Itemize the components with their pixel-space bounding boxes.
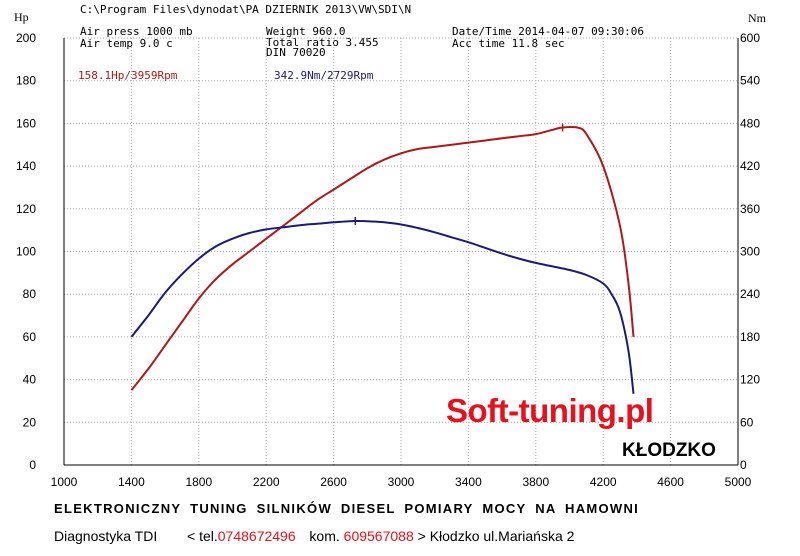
- footer-tel-prefix: < tel.: [187, 528, 218, 544]
- footer-kom-prefix: kom.: [309, 528, 340, 544]
- right-axis-unit: Nm: [748, 11, 766, 25]
- footer-banner: ELEKTRONICZNY TUNING SILNIKÓW DIESEL POM…: [54, 501, 640, 516]
- footer-kom: 609567088: [343, 528, 414, 544]
- y-right-tick-label: 420: [740, 159, 760, 173]
- y-left-tick-label: 40: [23, 373, 37, 387]
- x-tick-label: 3400: [455, 475, 482, 489]
- air-temp: Air temp 9.0 c: [80, 37, 173, 50]
- x-tick-label: 5000: [725, 475, 752, 489]
- y-left-tick-label: 80: [23, 287, 37, 301]
- x-tick-label: 3800: [522, 475, 549, 489]
- x-tick-label: 4200: [590, 475, 617, 489]
- y-left-tick-label: 100: [16, 245, 36, 259]
- y-right-tick-label: 60: [740, 415, 754, 429]
- footer-contact: Diagnostyka TDI < tel.0748672496 kom. 60…: [54, 528, 574, 544]
- y-right-tick-label: 240: [740, 287, 760, 301]
- x-tick-label: 2600: [320, 475, 347, 489]
- power-curve: [130, 126, 635, 391]
- axes: [63, 38, 739, 466]
- left-axis-unit: Hp: [14, 10, 29, 24]
- air-press: Air press 1000 mb: [80, 25, 193, 38]
- city-watermark: KŁODZKO: [622, 440, 716, 461]
- y-right-tick-label: 360: [740, 202, 760, 216]
- footer-diag: Diagnostyka TDI: [54, 528, 158, 544]
- y-right-tick-label: 0: [740, 458, 747, 472]
- x-tick-label: 1400: [118, 475, 145, 489]
- footer-tel: 0748672496: [217, 528, 296, 544]
- dyno-chart: 1000 1400 1800 2200 2600 3000 3400 3800 4200 4600…: [16, 31, 760, 489]
- y-right-tick-label: 600: [740, 31, 760, 45]
- date-time: Date/Time 2014-04-07 09:30:06: [452, 25, 645, 38]
- x-tick-label: 1000: [51, 475, 78, 489]
- y-left-tick-label: 60: [23, 330, 37, 344]
- x-tick-label: 2200: [253, 475, 280, 489]
- y-left-tick-label: 140: [16, 159, 36, 173]
- y-left-tick-label: 20: [23, 415, 37, 429]
- acc-time: Acc time 11.8 sec: [452, 37, 565, 50]
- tick-labels: 1000 1400 1800 2200 2600 3000 3400 3800 4200 4600…: [16, 31, 760, 489]
- torque-peak-label: 342.9Nm/2729Rpm: [274, 69, 374, 82]
- y-left-tick-label: 200: [16, 31, 36, 45]
- footer-address: > Kłodzko ul.Mariańska 2: [417, 528, 575, 544]
- power-peak-label: 158.1Hp/3959Rpm: [78, 69, 178, 82]
- series-lines: [130, 123, 635, 394]
- y-right-tick-label: 540: [740, 74, 760, 88]
- file-path: C:\Program Files\dynodat\PA DZIERNIK 201…: [80, 3, 412, 16]
- x-tick-label: 3000: [388, 475, 415, 489]
- total-ratio: Total ratio 3.455: [266, 36, 379, 49]
- y-right-tick-label: 300: [740, 245, 760, 259]
- din-standard: DIN 70020: [266, 46, 326, 59]
- y-left-tick-label: 180: [16, 74, 36, 88]
- y-right-tick-label: 180: [740, 330, 760, 344]
- y-left-tick-label: 120: [16, 202, 36, 216]
- y-right-tick-label: 480: [740, 116, 760, 130]
- y-left-tick-label: 160: [16, 116, 36, 130]
- x-tick-label: 4600: [657, 475, 684, 489]
- weight: Weight 960.0: [266, 25, 346, 38]
- brand-watermark: Soft-tuning.pl: [446, 392, 654, 429]
- x-tick-label: 1800: [185, 475, 212, 489]
- y-right-tick-label: 120: [740, 373, 760, 387]
- y-left-tick-label: 0: [29, 458, 36, 472]
- torque-curve: [130, 219, 635, 394]
